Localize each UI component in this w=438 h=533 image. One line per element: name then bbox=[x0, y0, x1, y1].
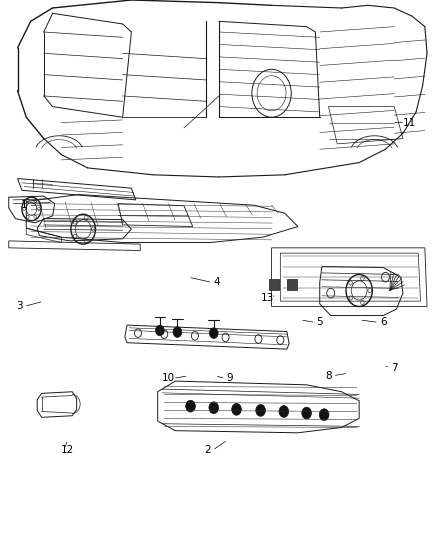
Circle shape bbox=[232, 403, 241, 415]
Circle shape bbox=[209, 328, 218, 338]
Text: 10: 10 bbox=[162, 374, 175, 383]
Text: 12: 12 bbox=[61, 446, 74, 455]
Text: 11: 11 bbox=[403, 118, 416, 127]
Circle shape bbox=[256, 405, 265, 416]
Text: 6: 6 bbox=[380, 318, 387, 327]
Text: 5: 5 bbox=[316, 318, 323, 327]
Text: 3: 3 bbox=[16, 302, 23, 311]
Circle shape bbox=[319, 409, 329, 421]
Text: 2: 2 bbox=[205, 446, 212, 455]
Bar bbox=[287, 279, 297, 290]
Circle shape bbox=[155, 325, 164, 336]
Circle shape bbox=[209, 402, 219, 414]
Text: 13: 13 bbox=[261, 294, 274, 303]
Circle shape bbox=[302, 407, 311, 419]
Circle shape bbox=[173, 327, 182, 337]
Circle shape bbox=[279, 406, 289, 417]
Text: 4: 4 bbox=[213, 278, 220, 287]
Text: 1: 1 bbox=[21, 200, 28, 210]
Text: 9: 9 bbox=[226, 374, 233, 383]
Text: 8: 8 bbox=[325, 371, 332, 381]
Circle shape bbox=[186, 400, 195, 412]
Text: 7: 7 bbox=[391, 363, 398, 373]
Bar bbox=[269, 279, 279, 290]
